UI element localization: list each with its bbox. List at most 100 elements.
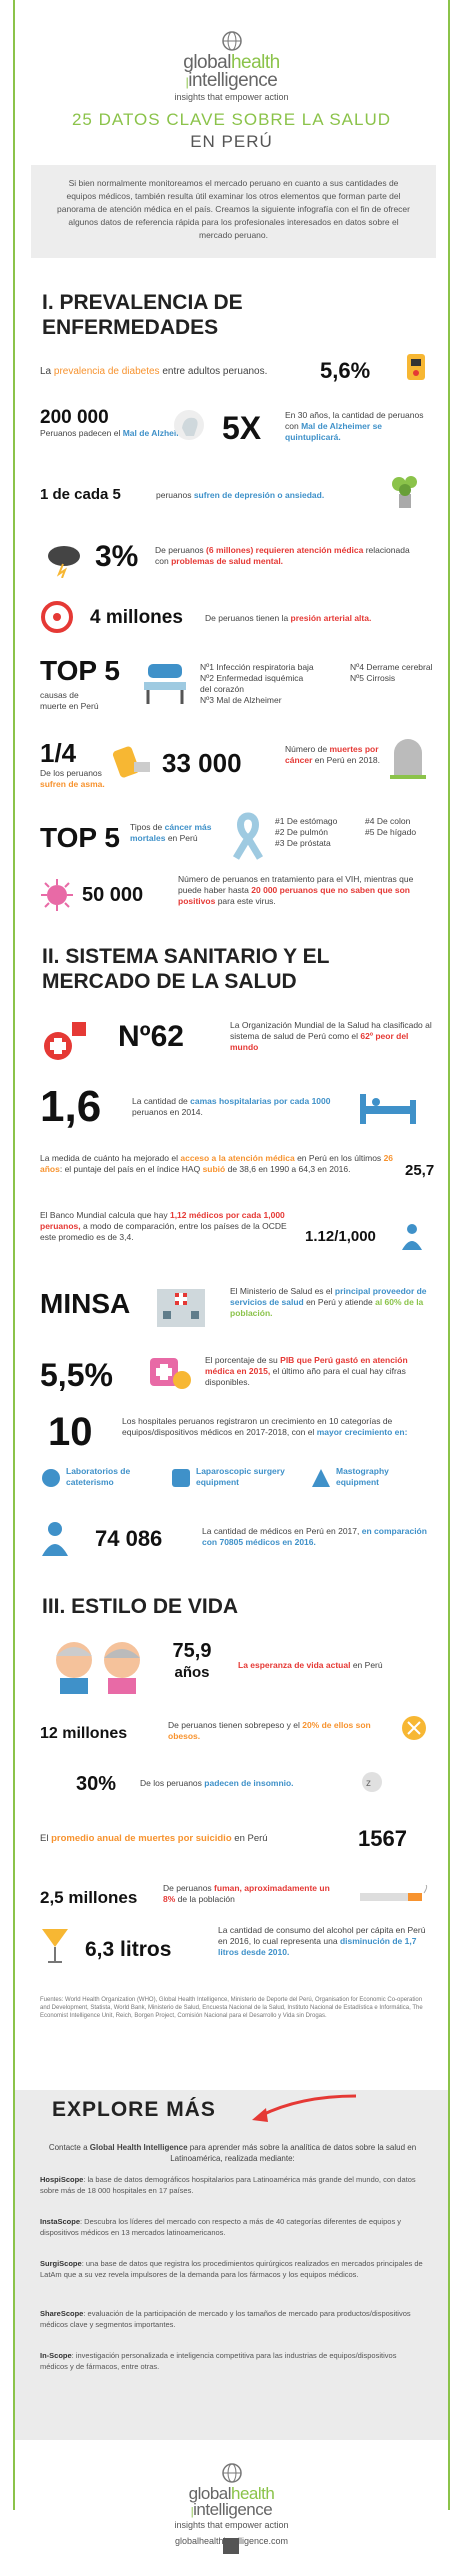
smokers-number: 2,5 millones	[40, 1888, 138, 1907]
brand-intel: intelligence	[188, 70, 278, 91]
header-logo: globalhealth |intelligence insights that…	[0, 30, 463, 102]
svg-text:z: z	[366, 1778, 371, 1789]
brand-tagline: insights that empower action	[174, 92, 289, 102]
elderly-couple-icon	[56, 1642, 140, 1694]
physician-icon	[42, 1522, 68, 1556]
explore-box	[15, 2090, 448, 2440]
alcohol-number: 6,3 litros	[85, 1938, 172, 1961]
haq-value: 25,7	[405, 1162, 435, 1179]
globe-icon	[221, 31, 242, 51]
equip-laparoscopy: Laparoscopic surgery equipment	[196, 1466, 285, 1487]
insomnia-number: 30%	[76, 1773, 117, 1795]
brand-health: health	[230, 52, 280, 73]
bp-text: De peruanos tienen la presión arterial a…	[205, 613, 372, 623]
explore-item-sharescope: ShareScope: evaluación de la participaci…	[40, 2309, 411, 2329]
depression-number: 1 de cada 5	[40, 486, 121, 503]
minsa-text: El Ministerio de Salud es el principal p…	[230, 1286, 427, 1318]
minsa-label: MINSA	[40, 1288, 131, 1319]
virus-icon	[41, 879, 73, 911]
cancers-left: #1 De estómago #2 De pulmón #3 De próstata	[275, 816, 338, 848]
cancers-right: #4 De colon #5 De hígado	[365, 816, 417, 837]
cancer-deaths-text: Número de muertes por cáncer en Perú en …	[285, 744, 381, 765]
section-3-heading: III. ESTILO DE VIDA	[42, 1595, 239, 1618]
top5-deaths-title: TOP 5	[40, 655, 120, 686]
who-text: La Organización Mundial de la Salud ha c…	[230, 1020, 432, 1052]
hiv-text: Número de peruanos en tratamiento para e…	[178, 874, 414, 906]
doctors-ratio-value: 1.12/1,000	[305, 1228, 376, 1245]
cigarette-icon	[360, 1885, 428, 1901]
mental-health-value: 3%	[95, 540, 139, 573]
asthma-fraction: 1/4	[40, 738, 77, 768]
ribbon-icon	[232, 812, 264, 860]
insomnia-text: De los peruanos padecen de insomnio.	[140, 1778, 294, 1788]
gdp-text: El porcentaje de su PIB que Perú gastó e…	[205, 1355, 408, 1387]
page-title: 25 DATOS CLAVE SOBRE LA SALUD	[71, 110, 392, 129]
top5-cancer-text: Tipos de cáncer más mortales en Perú	[130, 822, 212, 843]
top5-cancer-title: TOP 5	[40, 822, 120, 853]
causes-right: Nº4 Derrame cerebral Nº5 Cirrosis	[350, 662, 433, 683]
intro-box: Si bien normalmente monitoreamos el merc…	[31, 165, 436, 258]
equipment-text: Los hospitales peruanos registraron un c…	[122, 1416, 408, 1437]
asthma-text: De los peruanos sufren de asma.	[40, 768, 105, 789]
glucometer-icon	[407, 354, 425, 380]
medical-gear-icon	[44, 1022, 86, 1060]
equipment-number: 10	[48, 1410, 93, 1454]
arrow-icon	[252, 2094, 357, 2122]
intro-text: Si bien normalmente monitoreamos el merc…	[57, 178, 410, 240]
doctor-icon	[402, 1224, 422, 1250]
diabetes-value: 5,6%	[320, 358, 371, 383]
doctors-ratio-text: El Banco Mundial calcula que hay 1,12 mé…	[40, 1210, 287, 1242]
depression-text: peruanos sufren de depresión o ansiedad.	[156, 490, 325, 500]
life-expectancy-text: La esperanza de vida actual en Perú	[238, 1660, 383, 1670]
beds-number: 1,6	[40, 1082, 102, 1131]
scale-icon	[402, 1716, 426, 1740]
explore-item-surgiscope: SurgiScope: una base de datos que regist…	[40, 2259, 423, 2279]
equip-mammography: Mastography equipment	[336, 1466, 389, 1487]
alcohol-text: La cantidad de consumo del alcohol per c…	[218, 1925, 426, 1957]
sleep-icon: z	[362, 1772, 382, 1792]
mammography-icon	[312, 1469, 330, 1487]
page-subtitle: EN PERÚ	[190, 132, 273, 151]
hospital-bed-icon	[144, 664, 186, 704]
cancer-deaths-number: 33 000	[162, 748, 242, 778]
alz-multiplier: 5X	[222, 410, 262, 446]
footer-logo: globalhealth |intelligence insights that…	[0, 2462, 463, 2546]
hiv-number: 50 000	[82, 884, 144, 906]
causes-left: Nº1 Infección respiratoria baja Nº2 Enfer…	[200, 662, 314, 705]
alz-text: Peruanos padecen el Mal de Alzheimer	[40, 428, 192, 438]
overweight-number: 12 millones	[40, 1725, 128, 1742]
head-brain-icon	[174, 410, 204, 440]
money-health-icon	[150, 1358, 191, 1389]
doctors-number: 74 086	[95, 1526, 163, 1551]
footer-square	[223, 2538, 239, 2554]
gdp-value: 5,5%	[40, 1357, 113, 1393]
suicide-text: El promedio anual de muertes por suicidi…	[40, 1833, 268, 1844]
haq-text: La medida de cuánto ha mejorado el acces…	[40, 1153, 394, 1174]
plant-icon	[392, 476, 417, 508]
explore-item-hospiscope: HospiScope: la base de datos demográfico…	[40, 2175, 416, 2195]
page-frame	[13, 0, 450, 2510]
storm-cloud-icon	[48, 546, 80, 578]
smokers-text: De peruanos fuman, aproximadamente un 8%…	[163, 1883, 330, 1904]
life-expectancy-unit: años	[174, 1664, 210, 1681]
cocktail-icon	[42, 1929, 68, 1963]
explore-item-instascope: InstaScope: Descubra los líderes del mer…	[40, 2217, 402, 2237]
beds-text: La cantidad de camas hospitalarias por c…	[132, 1096, 331, 1117]
alz-number: 200 000	[40, 407, 109, 428]
catheter-icon	[42, 1469, 60, 1487]
doctors-text: La cantidad de médicos en Perú en 2017, …	[202, 1526, 427, 1547]
who-rank: Nº62	[118, 1020, 184, 1053]
sources: Fuentes: World Health Organization (WHO)…	[40, 1997, 423, 2019]
top5-deaths-sub: causas de muerte en Perú	[40, 690, 99, 711]
section-2-heading: II. SISTEMA SANITARIO Y EL MERCADO DE LA…	[42, 945, 330, 993]
explore-item-inscope: In-Scope: investigación personalizada e …	[40, 2351, 397, 2371]
tombstone-icon	[390, 739, 426, 779]
equip-cath-lab: Laboratorios de cateterismo	[66, 1466, 131, 1487]
hospital-building-icon	[157, 1289, 205, 1327]
bed-icon	[360, 1094, 416, 1124]
overweight-text: De peruanos tienen sobrepeso y el 20% de…	[168, 1720, 371, 1741]
laparoscopy-icon	[172, 1469, 190, 1487]
brand-global: global	[183, 52, 231, 73]
fact-diabetes: La prevalencia de diabetes entre adultos…	[40, 366, 268, 377]
bp-number: 4 millones	[90, 607, 183, 628]
